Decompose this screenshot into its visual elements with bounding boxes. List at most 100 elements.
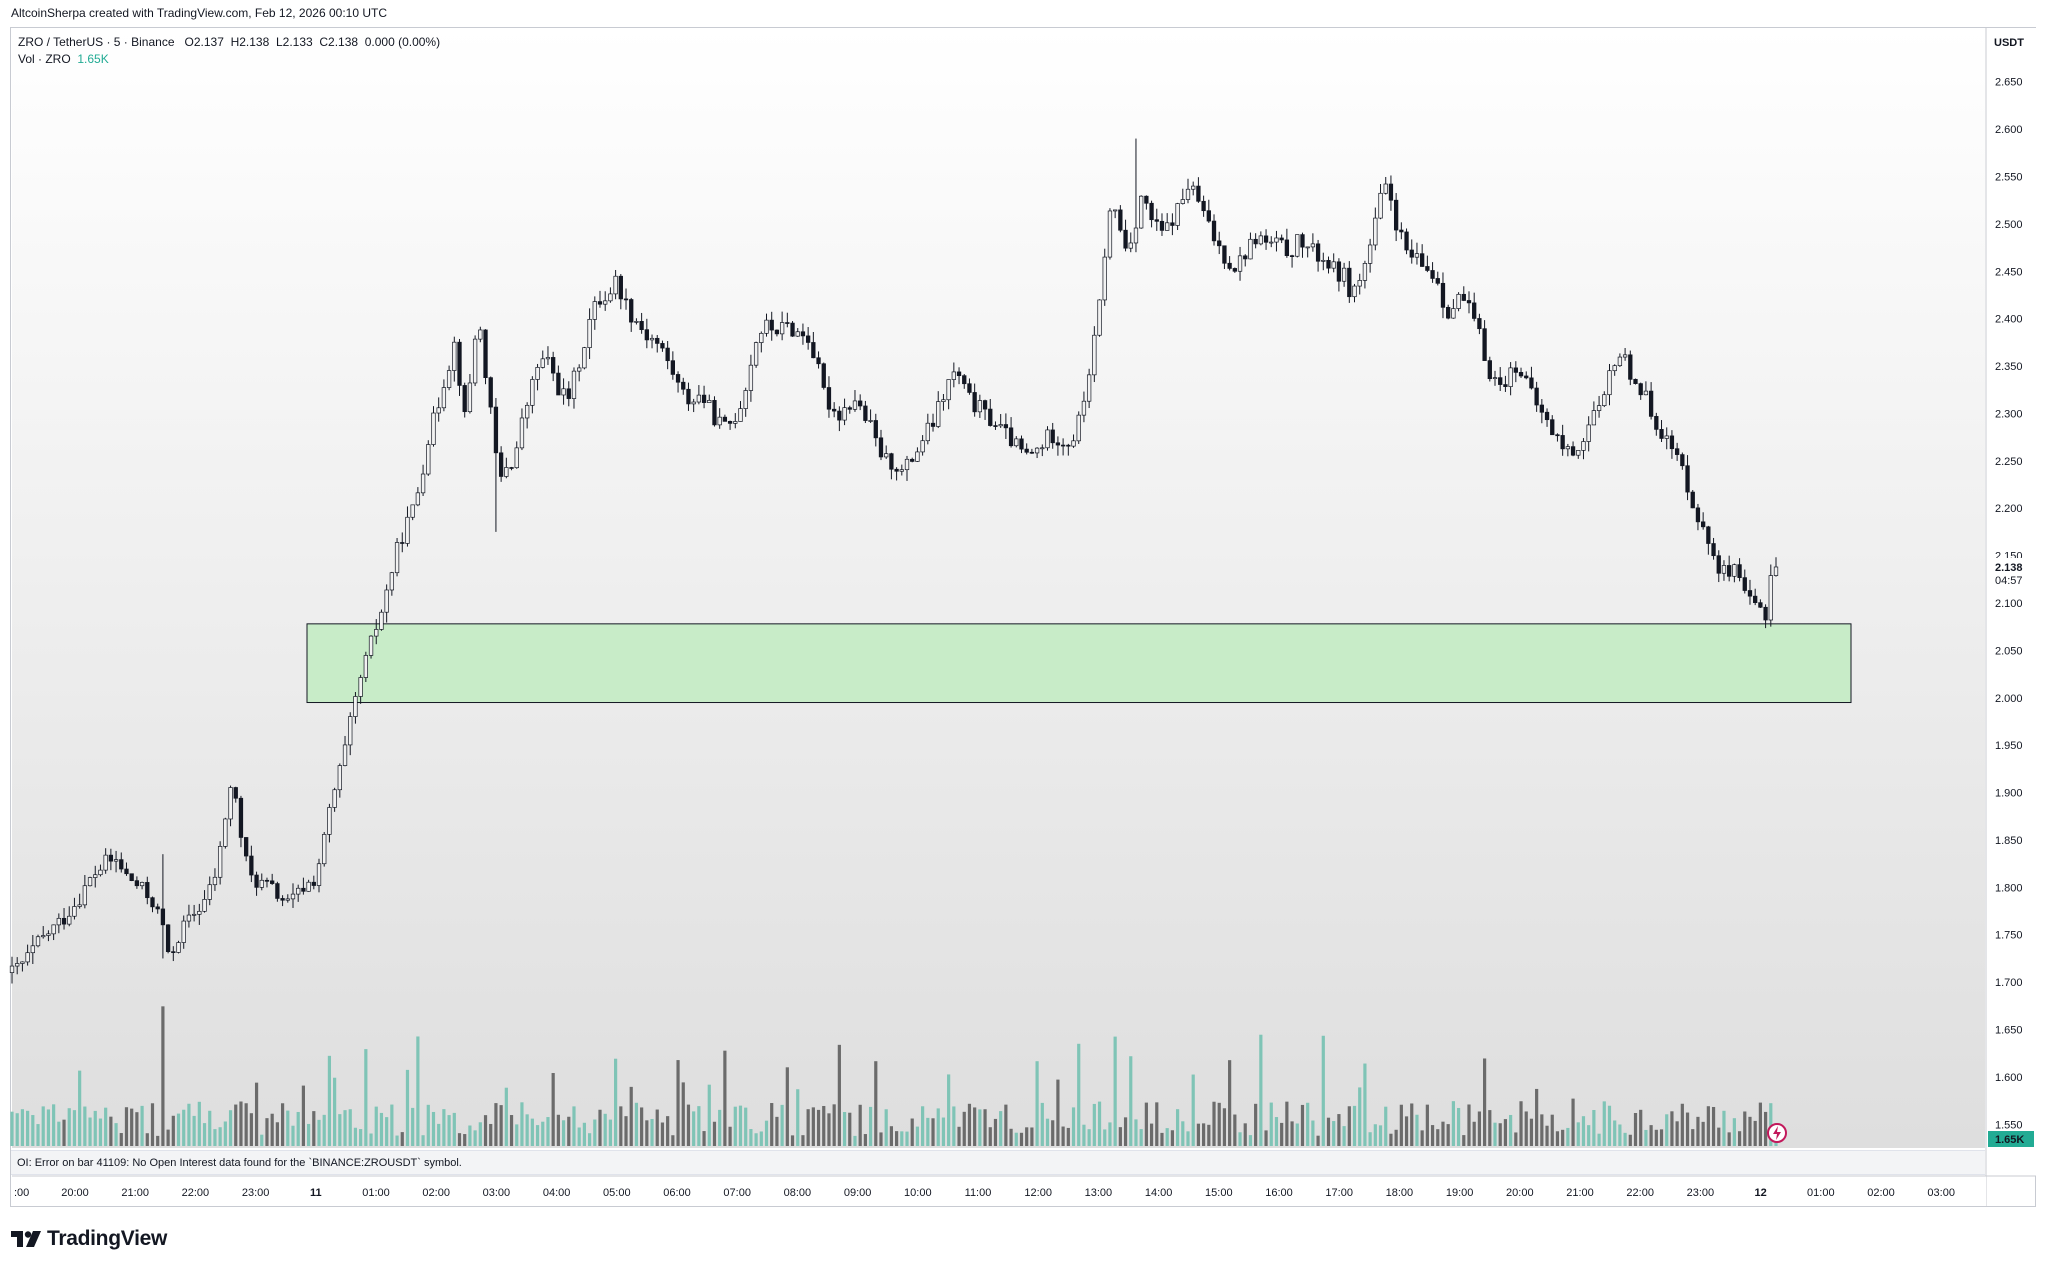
volume-bar [608, 1119, 613, 1146]
candle-body [587, 319, 592, 349]
time-tick-label: 08:00 [784, 1187, 812, 1199]
price-tick-label: 1.800 [1995, 882, 2023, 894]
volume-bar [161, 1006, 165, 1146]
candle-body [1248, 238, 1253, 260]
volume-bar [338, 1114, 342, 1146]
price-tick-label: 2.450 [1995, 266, 2023, 278]
candle-body [1024, 448, 1029, 453]
candle-body [920, 440, 925, 453]
last-price-badge[interactable] [1988, 557, 2034, 586]
volume-bar [1009, 1128, 1013, 1146]
price-tick-label: 2.600 [1995, 124, 2023, 136]
candle-body [769, 319, 774, 331]
volume-bar [249, 1113, 253, 1146]
volume-bar [770, 1103, 774, 1146]
volume-bar [333, 1077, 337, 1146]
candle-body [748, 364, 754, 391]
candle-body [145, 882, 150, 899]
candle-body [1159, 220, 1165, 231]
candle-body [639, 321, 644, 331]
candle-body [389, 572, 395, 591]
candle-body [1648, 390, 1654, 417]
candle-body [868, 420, 873, 422]
candle-body [113, 859, 119, 862]
candle-body [1191, 185, 1196, 190]
volume-bar [1316, 1135, 1320, 1146]
volume-bar [1254, 1103, 1258, 1146]
time-tick-label: 16:00 [1265, 1187, 1293, 1199]
volume-bar [72, 1110, 77, 1146]
candle-body [1399, 229, 1404, 233]
candle-body [1118, 209, 1123, 231]
volume-bar [1623, 1132, 1627, 1146]
volume-bar [1025, 1127, 1029, 1146]
candle-body [561, 388, 566, 396]
candle-body [353, 696, 358, 717]
volume-bar [364, 1049, 368, 1146]
volume-bar [234, 1104, 238, 1146]
volume-bar [884, 1109, 888, 1146]
volume-bar [1441, 1121, 1445, 1146]
volume-bar [1472, 1121, 1476, 1146]
candle-body [545, 357, 551, 360]
volume-bar [67, 1108, 71, 1146]
volume-bar [176, 1113, 181, 1146]
volume-bar [811, 1107, 815, 1146]
candle-body [1034, 447, 1040, 454]
volume-bar [1566, 1127, 1570, 1146]
candle-body [223, 818, 228, 847]
candle-body [722, 416, 728, 422]
price-axis[interactable] [1986, 28, 2036, 1176]
candle-body [415, 492, 421, 506]
tradingview-logo[interactable]: TradingView [11, 1225, 167, 1253]
volume-bar [369, 1133, 373, 1146]
price-axis-currency[interactable]: USDT [1994, 37, 2024, 49]
candle-body [1243, 255, 1248, 260]
volume-bar [764, 1120, 769, 1146]
candle-body [405, 516, 410, 544]
candle-body [280, 898, 285, 901]
volume-bar [98, 1118, 103, 1146]
volume-bar [192, 1115, 196, 1146]
volume-bar [1550, 1114, 1554, 1146]
candle-body [87, 877, 93, 887]
candle-body [1113, 209, 1118, 212]
candle-body [738, 408, 743, 422]
volume-bar [1415, 1114, 1419, 1146]
volume-bar [848, 1112, 852, 1146]
time-axis[interactable] [12, 1176, 1986, 1206]
volume-label[interactable]: Vol · ZRO [18, 52, 71, 66]
volume-bar [1477, 1111, 1481, 1146]
candle-body [1565, 446, 1571, 450]
volume-bar [1248, 1135, 1253, 1146]
volume-legend-row: Vol · ZRO 1.65K [18, 51, 440, 68]
volume-bar [52, 1104, 56, 1146]
volume-bar [1082, 1124, 1086, 1146]
symbol-label[interactable]: ZRO / TetherUS · 5 · Binance [18, 35, 175, 49]
high-value: 2.138 [239, 35, 270, 49]
price-tick-label: 2.650 [1995, 77, 2023, 89]
time-tick-label: 09:00 [844, 1187, 872, 1199]
volume-bar [952, 1106, 956, 1146]
volume-bar [895, 1131, 899, 1146]
price-tick-label: 1.700 [1995, 977, 2023, 989]
volume-bar [447, 1115, 451, 1146]
candle-body [837, 410, 842, 421]
last-volume-badge[interactable] [1988, 1131, 2034, 1147]
candle-body [108, 854, 114, 862]
candle-body [1498, 377, 1503, 385]
volume-bar [827, 1113, 831, 1146]
volume-bar [291, 1125, 295, 1146]
volume-bar [546, 1117, 550, 1146]
volume-bar [822, 1105, 826, 1146]
candle-body [733, 421, 738, 424]
candle-body [1014, 438, 1019, 447]
volume-bar [83, 1106, 87, 1146]
volume-bar [1207, 1124, 1211, 1146]
candle-body [1690, 491, 1695, 509]
candle-body [665, 347, 670, 362]
candle-body [1544, 411, 1550, 421]
volume-bar [1503, 1119, 1508, 1146]
support-zone-rect[interactable] [306, 623, 1852, 704]
